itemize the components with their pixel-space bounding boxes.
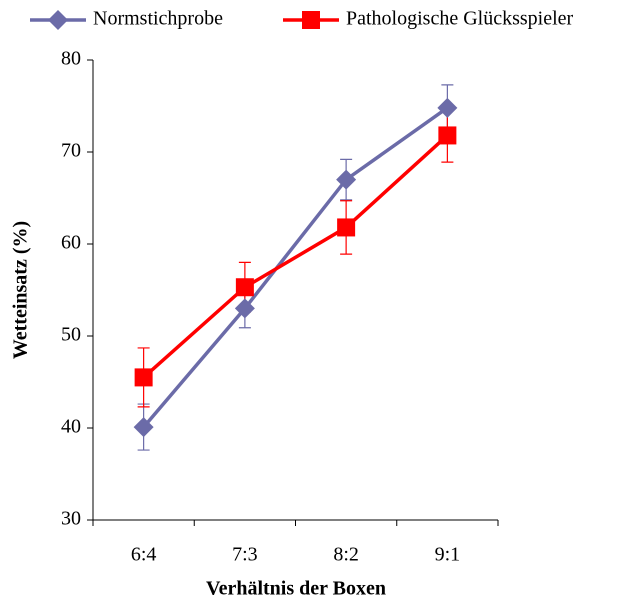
legend-marker — [48, 10, 68, 30]
marker — [134, 368, 153, 387]
marker — [235, 278, 254, 297]
y-tick-label: 50 — [61, 324, 81, 346]
y-axis-title: Wetteinsatz (%) — [10, 221, 32, 359]
marker — [133, 417, 154, 438]
marker — [438, 126, 457, 145]
x-tick-label: 7:3 — [232, 544, 258, 566]
marker — [336, 169, 357, 190]
y-tick-label: 70 — [61, 140, 81, 162]
legend-marker — [302, 11, 320, 29]
x-axis-title: Verhältnis der Boxen — [206, 578, 386, 600]
series-line — [142, 106, 449, 429]
legend-label: Pathologische Glücksspieler — [346, 8, 574, 30]
legend-label: Normstichprobe — [93, 8, 223, 30]
y-tick-label: 80 — [61, 48, 81, 70]
x-tick-label: 9:1 — [435, 544, 461, 566]
series-line — [142, 134, 449, 379]
y-tick-label: 60 — [61, 232, 81, 254]
marker — [337, 218, 356, 237]
x-tick-label: 6:4 — [131, 544, 157, 566]
marker — [437, 97, 458, 118]
marker — [234, 298, 255, 319]
y-tick-label: 30 — [61, 508, 81, 530]
y-tick-label: 40 — [61, 416, 81, 438]
x-tick-label: 8:2 — [333, 544, 359, 566]
